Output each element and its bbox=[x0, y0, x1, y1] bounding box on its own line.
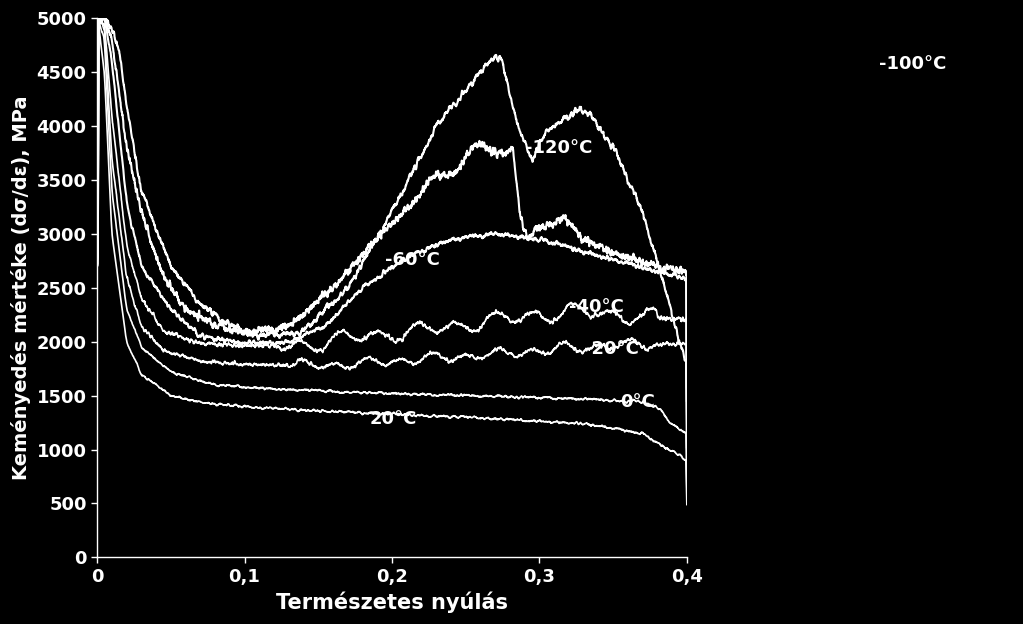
Text: 20°C: 20°C bbox=[370, 411, 417, 428]
Text: -60°C: -60°C bbox=[385, 251, 440, 269]
Text: -100°C: -100°C bbox=[879, 56, 946, 74]
X-axis label: Természetes nyúlás: Természetes nyúlás bbox=[276, 592, 508, 613]
Y-axis label: Keményedés mértéke (dσ/dε), MPa: Keményedés mértéke (dσ/dε), MPa bbox=[11, 95, 31, 480]
Text: 0°C: 0°C bbox=[621, 393, 656, 411]
Text: -40°C: -40°C bbox=[569, 298, 624, 316]
Text: -20°C: -20°C bbox=[584, 340, 638, 358]
Text: -120°C: -120°C bbox=[525, 139, 592, 157]
